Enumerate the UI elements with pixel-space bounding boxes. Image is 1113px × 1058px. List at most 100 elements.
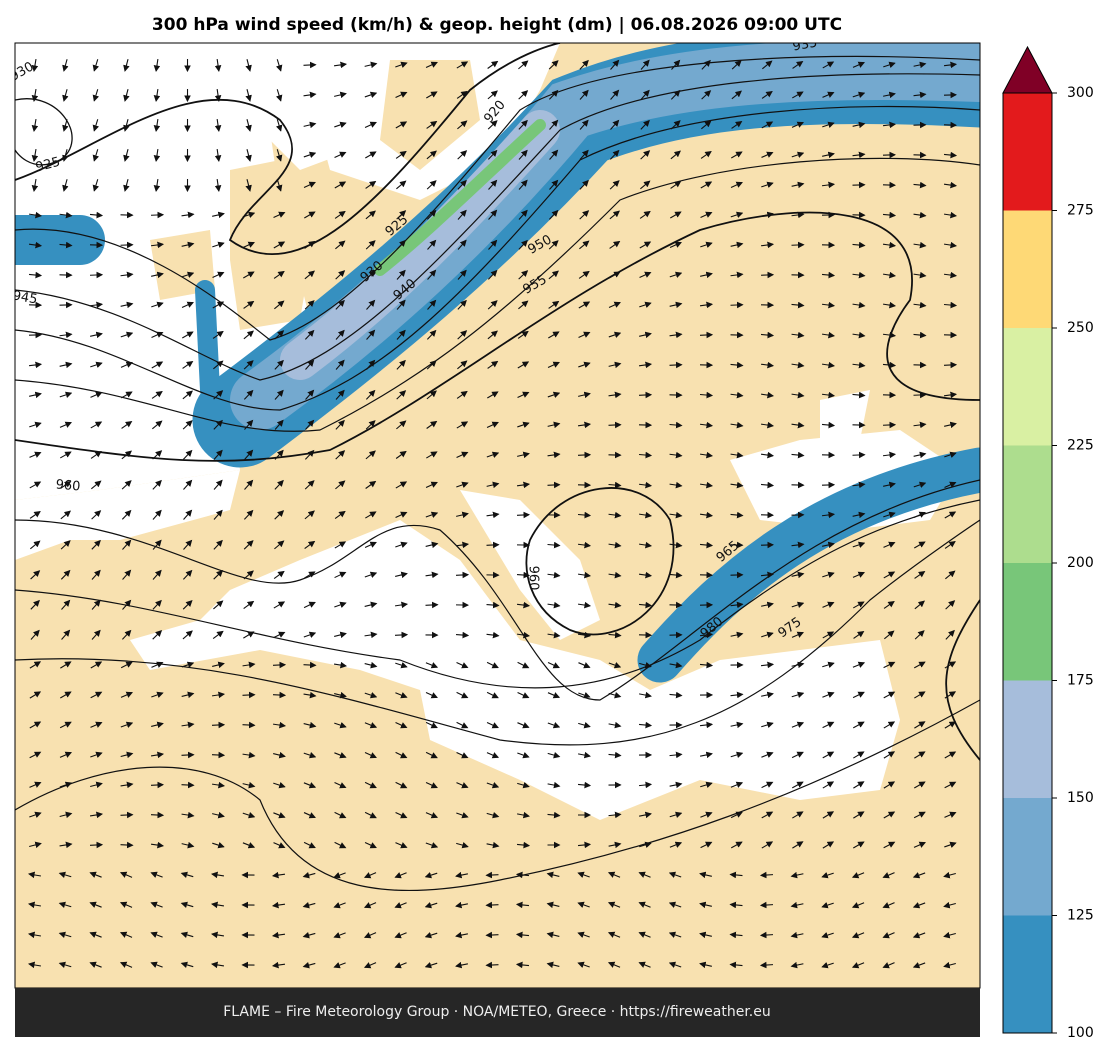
wind-arrow bbox=[363, 872, 377, 879]
wind-arrow bbox=[120, 721, 134, 728]
wind-arrow bbox=[730, 631, 744, 639]
wind-arrow bbox=[29, 751, 42, 759]
wind-arrow bbox=[395, 692, 408, 699]
wind-arrow bbox=[547, 751, 561, 759]
wind-arrow bbox=[852, 481, 866, 489]
wind-arrow bbox=[395, 511, 408, 519]
wind-arrow bbox=[304, 300, 315, 310]
wind-arrow bbox=[883, 541, 896, 548]
wind-arrow bbox=[852, 571, 865, 578]
footer-bar bbox=[15, 988, 980, 1037]
wind-arrow bbox=[30, 629, 40, 640]
wind-arrow bbox=[271, 901, 286, 909]
wind-arrow bbox=[729, 901, 743, 909]
wind-arrow bbox=[821, 421, 836, 429]
wind-arrow bbox=[914, 751, 926, 759]
wind-arrow bbox=[944, 721, 957, 729]
wind-arrow bbox=[609, 240, 621, 249]
wind-arrow bbox=[456, 421, 469, 429]
wind-arrow bbox=[549, 119, 559, 130]
wind-arrow bbox=[273, 631, 286, 639]
wind-arrow bbox=[28, 901, 42, 909]
wind-arrow bbox=[516, 481, 531, 489]
wind-arrow bbox=[152, 599, 162, 610]
wind-arrow bbox=[123, 179, 130, 192]
wind-arrow bbox=[180, 961, 194, 969]
wind-arrow bbox=[92, 59, 100, 72]
wind-arrow bbox=[639, 241, 652, 249]
wind-arrow bbox=[425, 692, 438, 699]
wind-arrow bbox=[427, 269, 437, 280]
wind-arrow bbox=[274, 300, 285, 310]
wind-arrow bbox=[761, 90, 773, 99]
wind-arrow bbox=[640, 89, 650, 100]
wind-arrow bbox=[456, 390, 468, 399]
wind-arrow bbox=[274, 510, 285, 520]
wind-arrow bbox=[396, 180, 407, 190]
wind-arrow bbox=[59, 241, 73, 249]
wind-arrow bbox=[242, 812, 256, 819]
wind-arrow bbox=[943, 961, 956, 969]
wind-arrow bbox=[303, 151, 317, 158]
wind-arrow bbox=[638, 901, 651, 908]
wind-arrow bbox=[182, 449, 193, 460]
wind-arrow bbox=[182, 360, 194, 369]
wind-arrow bbox=[639, 691, 652, 699]
wind-arrow bbox=[61, 629, 71, 640]
wind-arrow bbox=[365, 210, 376, 220]
wind-arrow bbox=[699, 661, 714, 669]
wind-arrow bbox=[302, 871, 316, 879]
wind-arrow bbox=[456, 841, 469, 849]
wind-arrow bbox=[244, 449, 254, 460]
wind-arrow bbox=[699, 901, 712, 909]
wind-arrow bbox=[761, 691, 774, 699]
wind-arrow bbox=[913, 331, 927, 339]
wind-arrow bbox=[517, 722, 530, 729]
wind-arrow bbox=[853, 751, 865, 759]
wind-arrow bbox=[90, 691, 103, 699]
wind-arrow bbox=[181, 211, 195, 219]
wind-arrow bbox=[151, 361, 164, 369]
wind-arrow bbox=[883, 511, 896, 518]
wind-arrow bbox=[730, 811, 743, 819]
wind-arrow bbox=[882, 902, 895, 909]
wind-arrow bbox=[670, 211, 682, 219]
wind-arrow bbox=[29, 841, 42, 849]
wind-arrow bbox=[518, 90, 529, 100]
wind-arrow bbox=[90, 721, 103, 728]
wind-arrow bbox=[486, 841, 500, 849]
wind-arrow bbox=[366, 329, 376, 340]
wind-arrow bbox=[120, 691, 134, 698]
wind-arrow bbox=[852, 301, 866, 309]
wind-arrow bbox=[882, 211, 897, 219]
wind-arrow bbox=[669, 361, 683, 369]
wind-arrow bbox=[912, 902, 926, 909]
wind-arrow bbox=[699, 391, 714, 399]
wind-arrow bbox=[181, 691, 195, 699]
wind-arrow bbox=[305, 389, 315, 400]
wind-arrow bbox=[669, 271, 683, 278]
wind-arrow bbox=[181, 241, 195, 249]
wind-arrow bbox=[669, 571, 683, 579]
wind-arrow bbox=[60, 691, 72, 699]
wind-arrow bbox=[791, 361, 805, 369]
wind-arrow bbox=[761, 601, 774, 609]
wind-arrow bbox=[913, 181, 927, 189]
wind-arrow bbox=[914, 570, 926, 579]
wind-arrow bbox=[821, 271, 836, 279]
wind-arrow bbox=[548, 209, 559, 220]
wind-arrow bbox=[669, 811, 683, 819]
wind-arrow bbox=[335, 389, 345, 400]
colorbar-tick-label: 300 bbox=[1067, 85, 1094, 101]
wind-arrow bbox=[304, 270, 315, 280]
wind-arrow bbox=[761, 751, 774, 758]
wind-arrow bbox=[120, 841, 134, 849]
wind-arrow bbox=[822, 751, 835, 759]
norwegian-sea bbox=[15, 43, 390, 170]
wind-arrow bbox=[700, 241, 713, 248]
wind-arrow bbox=[363, 902, 377, 909]
wind-arrow bbox=[120, 271, 134, 279]
colorbar-extend bbox=[1002, 45, 1053, 94]
wind-arrow bbox=[608, 391, 622, 399]
wind-arrow bbox=[29, 691, 42, 699]
